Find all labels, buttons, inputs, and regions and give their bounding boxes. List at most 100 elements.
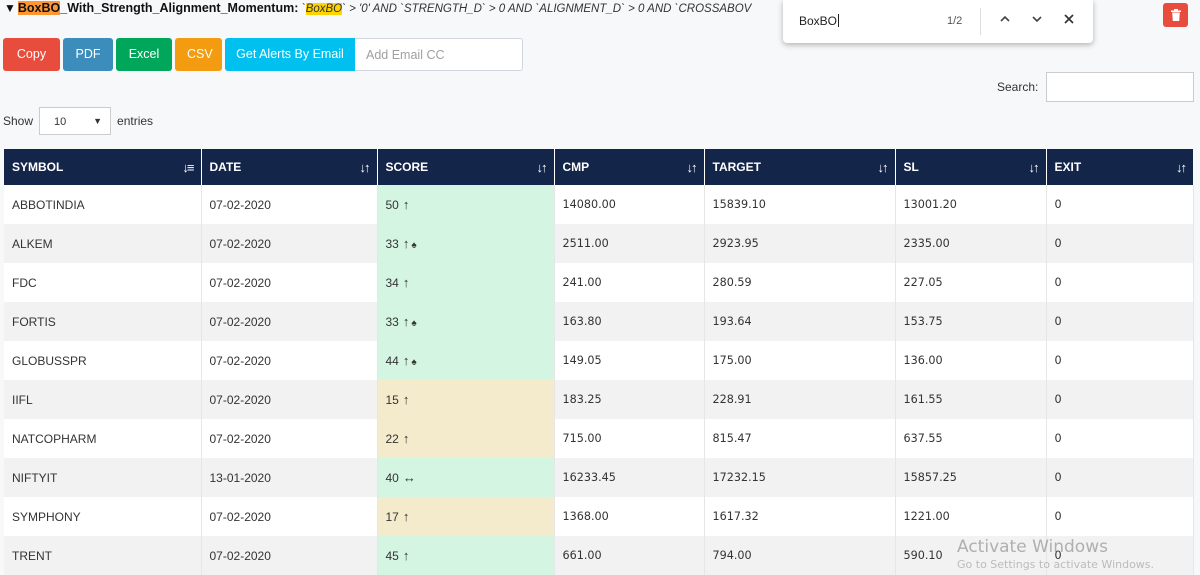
search-input[interactable] xyxy=(1046,72,1194,102)
cell-target: 794.00 xyxy=(704,536,896,575)
cell-score: 33 ↑ ♠ xyxy=(377,302,555,341)
cell-cmp: 149.05 xyxy=(554,341,705,380)
table-row: GLOBUSSPR 07-02-2020 44 ↑ ♠ 149.05 175.00 136.0… xyxy=(4,341,1194,380)
cell-sl: 1221.00 xyxy=(895,497,1047,536)
page-length-select[interactable]: 10 ▼ xyxy=(39,107,112,135)
cell-cmp: 163.80 xyxy=(554,302,705,341)
close-icon[interactable] xyxy=(1059,11,1079,31)
cell-score: 40 ↔ xyxy=(377,458,555,497)
pdf-button[interactable]: PDF xyxy=(63,38,113,71)
cell-exit: 0 xyxy=(1046,380,1194,419)
trend-arrow-icon: ↑ xyxy=(402,275,410,290)
cell-symbol: SYMPHONY xyxy=(4,497,202,536)
find-divider xyxy=(980,8,981,35)
cell-symbol: NIFTYIT xyxy=(4,458,202,497)
show-label: Show xyxy=(3,114,34,128)
screener-title: ▼ BoxBO_With_Strength_Alignment_Momentum:… xyxy=(4,0,794,16)
find-input[interactable]: BoxBO xyxy=(799,14,840,28)
cell-date: 07-02-2020 xyxy=(201,380,378,419)
cell-exit: 0 xyxy=(1046,419,1194,458)
find-match-count: 1/2 xyxy=(947,15,963,27)
trend-arrow-icon: ↑ xyxy=(402,431,410,446)
cell-exit: 0 xyxy=(1046,263,1194,302)
score-value: 34 xyxy=(385,276,399,290)
get-alerts-button[interactable]: Get Alerts By Email xyxy=(225,38,355,71)
column-header-score[interactable]: SCORE ↓↑ xyxy=(377,149,555,185)
trend-arrow-icon: ↑ xyxy=(402,353,410,368)
cell-score: 50 ↑ xyxy=(377,185,555,224)
chevron-up-icon[interactable] xyxy=(995,11,1015,31)
cell-symbol: IIFL xyxy=(4,380,202,419)
spade-icon: ♠ xyxy=(411,240,417,251)
spade-icon: ♠ xyxy=(411,318,417,329)
cell-score: 34 ↑ xyxy=(377,263,555,302)
column-header-symbol[interactable]: SYMBOL ↓≡ xyxy=(4,149,202,185)
delete-button[interactable] xyxy=(1163,3,1188,27)
trend-arrow-icon: ↑ xyxy=(402,197,410,212)
cell-symbol: GLOBUSSPR xyxy=(4,341,202,380)
screener-query: `BoxBO` > '0' AND `STRENGTH_D` > 0 AND `… xyxy=(301,3,752,15)
cell-sl: 13001.20 xyxy=(895,185,1047,224)
cell-exit: 0 xyxy=(1046,185,1194,224)
cell-symbol: TRENT xyxy=(4,536,202,575)
email-cc-input[interactable] xyxy=(355,38,523,71)
cell-target: 1617.32 xyxy=(704,497,896,536)
trend-arrow-icon: ↑ xyxy=(402,509,410,524)
activate-windows-subtext: Go to Settings to activate Windows. xyxy=(957,558,1155,571)
cell-sl: 15857.25 xyxy=(895,458,1047,497)
table-row: ALKEM 07-02-2020 33 ↑ ♠ 2511.00 2923.95 2335.00… xyxy=(4,224,1194,263)
score-value: 40 xyxy=(385,471,399,485)
activate-windows-watermark: Activate Windows xyxy=(957,537,1108,557)
cell-cmp: 14080.00 xyxy=(554,185,705,224)
cell-cmp: 661.00 xyxy=(554,536,705,575)
find-highlight: BoxBO xyxy=(305,3,343,15)
cell-target: 15839.10 xyxy=(704,185,896,224)
cell-score: 45 ↑ xyxy=(377,536,555,575)
cell-cmp: 715.00 xyxy=(554,419,705,458)
trend-arrow-icon: ↑ xyxy=(402,236,410,251)
cell-target: 228.91 xyxy=(704,380,896,419)
cell-score: 33 ↑ ♠ xyxy=(377,224,555,263)
chevron-down-icon[interactable] xyxy=(1027,11,1047,31)
cell-symbol: NATCOPHARM xyxy=(4,419,202,458)
cell-sl: 153.75 xyxy=(895,302,1047,341)
column-header-sl[interactable]: SL ↓↑ xyxy=(895,149,1047,185)
sort-icon: ↓↑ xyxy=(359,160,371,175)
cell-date: 07-02-2020 xyxy=(201,497,378,536)
cell-sl: 227.05 xyxy=(895,263,1047,302)
cell-date: 07-02-2020 xyxy=(201,302,378,341)
sort-icon: ↓↑ xyxy=(1176,160,1187,175)
csv-button[interactable]: CSV xyxy=(175,38,222,71)
sort-icon: ↓↑ xyxy=(536,160,548,175)
excel-button[interactable]: Excel xyxy=(116,38,172,71)
score-value: 33 xyxy=(385,237,399,251)
cell-target: 175.00 xyxy=(704,341,896,380)
cell-cmp: 241.00 xyxy=(554,263,705,302)
copy-button[interactable]: Copy xyxy=(3,38,60,71)
cell-exit: 0 xyxy=(1046,341,1194,380)
cell-sl: 136.00 xyxy=(895,341,1047,380)
sort-icon: ↓↑ xyxy=(1028,160,1040,175)
cell-score: 15 ↑ xyxy=(377,380,555,419)
table-row: SYMPHONY 07-02-2020 17 ↑ 1368.00 1617.32 1221.… xyxy=(4,497,1194,536)
trend-arrow-icon: ↑ xyxy=(402,548,410,563)
filter-icon: ▼ xyxy=(4,1,16,15)
cell-score: 17 ↑ xyxy=(377,497,555,536)
entries-label: entries xyxy=(117,114,154,128)
score-value: 33 xyxy=(385,315,399,329)
score-value: 50 xyxy=(385,198,399,212)
table-row: FORTIS 07-02-2020 33 ↑ ♠ 163.80 193.64 153.75 0 xyxy=(4,302,1194,341)
column-header-date[interactable]: DATE ↓↑ xyxy=(201,149,378,185)
page-length-control: Show 10 ▼ entries xyxy=(3,107,153,135)
cell-sl: 637.55 xyxy=(895,419,1047,458)
column-header-cmp[interactable]: CMP ↓↑ xyxy=(554,149,705,185)
column-header-target[interactable]: TARGET ↓↑ xyxy=(704,149,896,185)
trend-arrow-icon: ↑ xyxy=(402,314,410,329)
cell-sl: 161.55 xyxy=(895,380,1047,419)
spade-icon: ♠ xyxy=(411,357,417,368)
cell-sl: 2335.00 xyxy=(895,224,1047,263)
column-header-exit[interactable]: EXIT ↓↑ xyxy=(1046,149,1193,185)
sort-icon: ↓↑ xyxy=(877,160,889,175)
cell-cmp: 1368.00 xyxy=(554,497,705,536)
cell-target: 17232.15 xyxy=(704,458,896,497)
